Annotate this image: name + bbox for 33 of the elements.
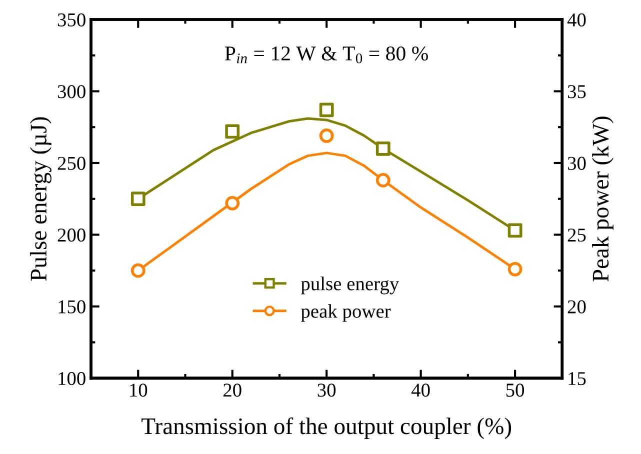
legend-label: peak power [301, 304, 391, 322]
point [319, 102, 334, 118]
point [225, 196, 240, 210]
y-tick-label: 250 [58, 156, 86, 170]
point [225, 124, 240, 139]
y-axis-title: Pulse energy (µJ) [30, 117, 52, 281]
y2-axis-title: Peak power (kW) [592, 116, 614, 282]
point [508, 262, 522, 276]
y2-tick-label: 30 [568, 156, 586, 170]
x-tick-label: 20 [223, 384, 242, 397]
y2-tick-label: 20 [568, 300, 586, 314]
y2-tick-label: 35 [568, 85, 586, 98]
y-tick-label: 100 [58, 372, 86, 386]
x-tick-label: 50 [506, 384, 524, 397]
y-tick-label: 150 [58, 300, 86, 314]
x-tick-label: 30 [318, 384, 336, 397]
y2-tick-label: 25 [568, 228, 586, 242]
point [376, 173, 390, 188]
y-tick-label: 300 [58, 85, 86, 98]
point [130, 192, 146, 206]
point [508, 223, 522, 238]
point [130, 263, 146, 278]
point [319, 128, 334, 143]
legend-label: pulse energy [301, 276, 400, 294]
x-tick-label: 10 [130, 384, 148, 397]
x-tick-label: 40 [411, 384, 430, 397]
y-tick-label: 350 [58, 13, 86, 26]
x-axis-title: Transmission of the output coupler (%) [142, 417, 512, 439]
y2-tick-label: 40 [567, 13, 586, 26]
y2-tick-label: 15 [568, 372, 586, 386]
annotation: P$_{in}$ = 12 W & T$_{0}$ = 80 % [225, 46, 428, 64]
y-tick-label: 200 [58, 228, 86, 242]
point [376, 141, 390, 156]
